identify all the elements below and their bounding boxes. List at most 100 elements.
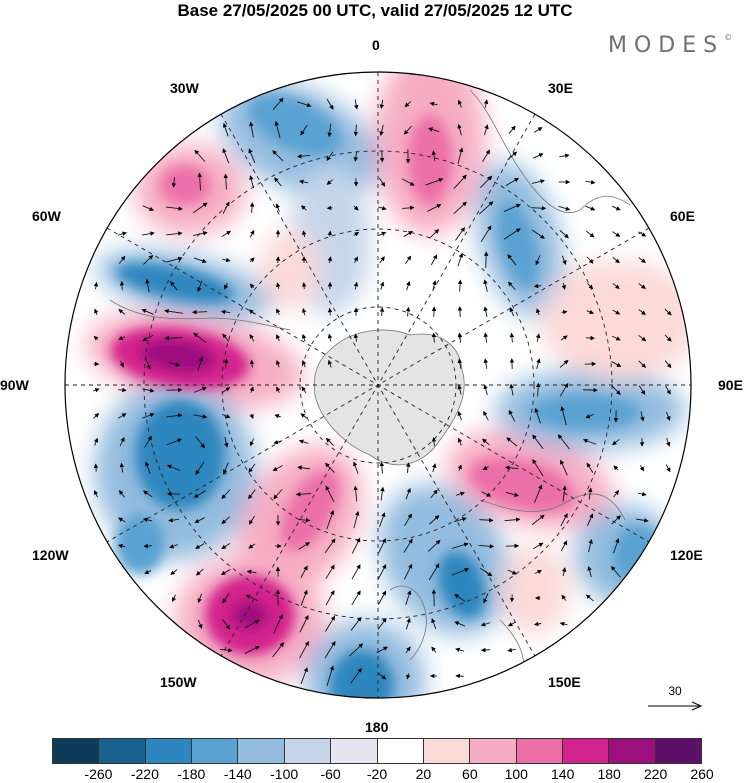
- wind-vector: [324, 462, 335, 473]
- wind-vector: [117, 543, 126, 549]
- wind-vector: [327, 123, 332, 138]
- colorbar-tick-label: -100: [270, 766, 299, 782]
- wind-vector: [166, 231, 183, 236]
- wind-vector: [639, 465, 645, 472]
- colorbar-swatch: [515, 738, 562, 764]
- wind-vector: [301, 333, 307, 342]
- wind-vector: [452, 542, 469, 549]
- wind-vector: [249, 413, 254, 420]
- wind-vector: [588, 539, 593, 553]
- wind-vector: [611, 335, 621, 341]
- colorbar-tick-label: -260: [84, 766, 113, 782]
- wind-vector: [298, 439, 309, 444]
- wind-vector: [272, 150, 284, 162]
- wind-vector: [665, 411, 671, 421]
- colorbar-tick-label: 60: [462, 766, 478, 782]
- wind-vector: [379, 256, 385, 264]
- wind-vector: [93, 437, 99, 446]
- wind-vector: [249, 283, 255, 289]
- wind-vector: [141, 308, 154, 315]
- wind-vector: [562, 485, 567, 502]
- wind-vector: [193, 231, 208, 236]
- wind-vector: [560, 406, 567, 426]
- wind-vector: [301, 307, 307, 316]
- colorbar-tick-label: -140: [223, 766, 252, 782]
- wind-vector: [557, 434, 570, 450]
- wind-vector: [505, 177, 519, 187]
- wind-vector: [429, 229, 440, 239]
- wind-vector: [300, 667, 308, 685]
- wind-vector: [508, 125, 516, 134]
- wind-vector: [169, 544, 179, 549]
- wind-vector: [353, 461, 359, 474]
- wind-vector: [431, 618, 437, 630]
- wind-vector: [298, 517, 311, 523]
- wind-vector: [611, 385, 621, 395]
- lon-label-30w: 30W: [170, 80, 199, 96]
- wind-vector: [301, 282, 307, 290]
- wind-vector: [117, 231, 127, 236]
- colorbar-swatch: [283, 738, 331, 764]
- wind-vector: [118, 489, 125, 498]
- wind-vector: [118, 387, 127, 393]
- wind-vector: [221, 516, 231, 525]
- wind-vector: [275, 203, 280, 212]
- wind-vector: [119, 462, 125, 473]
- wind-vector: [143, 543, 152, 549]
- wind-vector: [248, 463, 256, 473]
- wind-vector: [507, 569, 517, 575]
- wind-vector: [451, 568, 470, 576]
- wind-vector: [504, 517, 521, 522]
- wind-vector: [119, 361, 124, 368]
- wind-vector: [534, 407, 541, 424]
- wind-vector: [612, 283, 620, 289]
- wind-vector: [455, 647, 465, 653]
- wind-vector: [142, 490, 153, 498]
- colorbar-swatch: [469, 738, 516, 764]
- wind-vector: [483, 358, 489, 369]
- wind-vector: [430, 254, 438, 266]
- wind-vector: [482, 438, 490, 446]
- wind-vector: [533, 127, 543, 133]
- wind-vector: [482, 465, 489, 470]
- graticule: [65, 72, 691, 698]
- wind-vector: [560, 540, 568, 552]
- reference-vector-label: 30: [668, 684, 682, 698]
- wind-vector: [299, 179, 309, 185]
- wind-vector: [249, 438, 254, 447]
- wind-vector: [221, 489, 231, 500]
- wind-vector: [479, 517, 494, 523]
- wind-vector: [246, 569, 257, 575]
- wind-vector: [353, 510, 360, 529]
- wind-vector: [533, 542, 544, 550]
- colorbar-tick-label: 260: [690, 766, 714, 782]
- wind-vector: [403, 563, 413, 580]
- wind-vector: [118, 335, 126, 340]
- wind-vector: [453, 517, 467, 523]
- map-title: Base 27/05/2025 00 UTC, valid 27/05/2025…: [177, 1, 573, 20]
- wind-vector: [353, 256, 358, 264]
- wind-vector: [353, 124, 359, 137]
- wind-vector: [638, 385, 646, 395]
- wind-vector: [480, 225, 492, 243]
- wind-vector: [192, 202, 208, 214]
- map-boundary: [64, 71, 692, 699]
- wind-vector: [559, 621, 568, 627]
- colorbar-swatch: [237, 738, 284, 764]
- wind-vector: [349, 643, 364, 657]
- wind-vector: [297, 154, 311, 159]
- wind-vector: [665, 385, 671, 395]
- colorbar-swatch: [144, 738, 192, 764]
- wind-vector: [353, 232, 360, 237]
- wind-vector: [404, 101, 412, 108]
- wind-vector: [638, 491, 647, 497]
- colorbar-tick-label: 100: [504, 766, 528, 782]
- wind-vector: [638, 334, 647, 342]
- wind-vector: [193, 257, 207, 263]
- wind-vector: [325, 485, 335, 502]
- wind-vector: [301, 386, 307, 394]
- wind-vector: [272, 97, 284, 110]
- wind-vector: [613, 465, 619, 471]
- wind-vector: [457, 123, 462, 136]
- wind-vector: [509, 383, 514, 396]
